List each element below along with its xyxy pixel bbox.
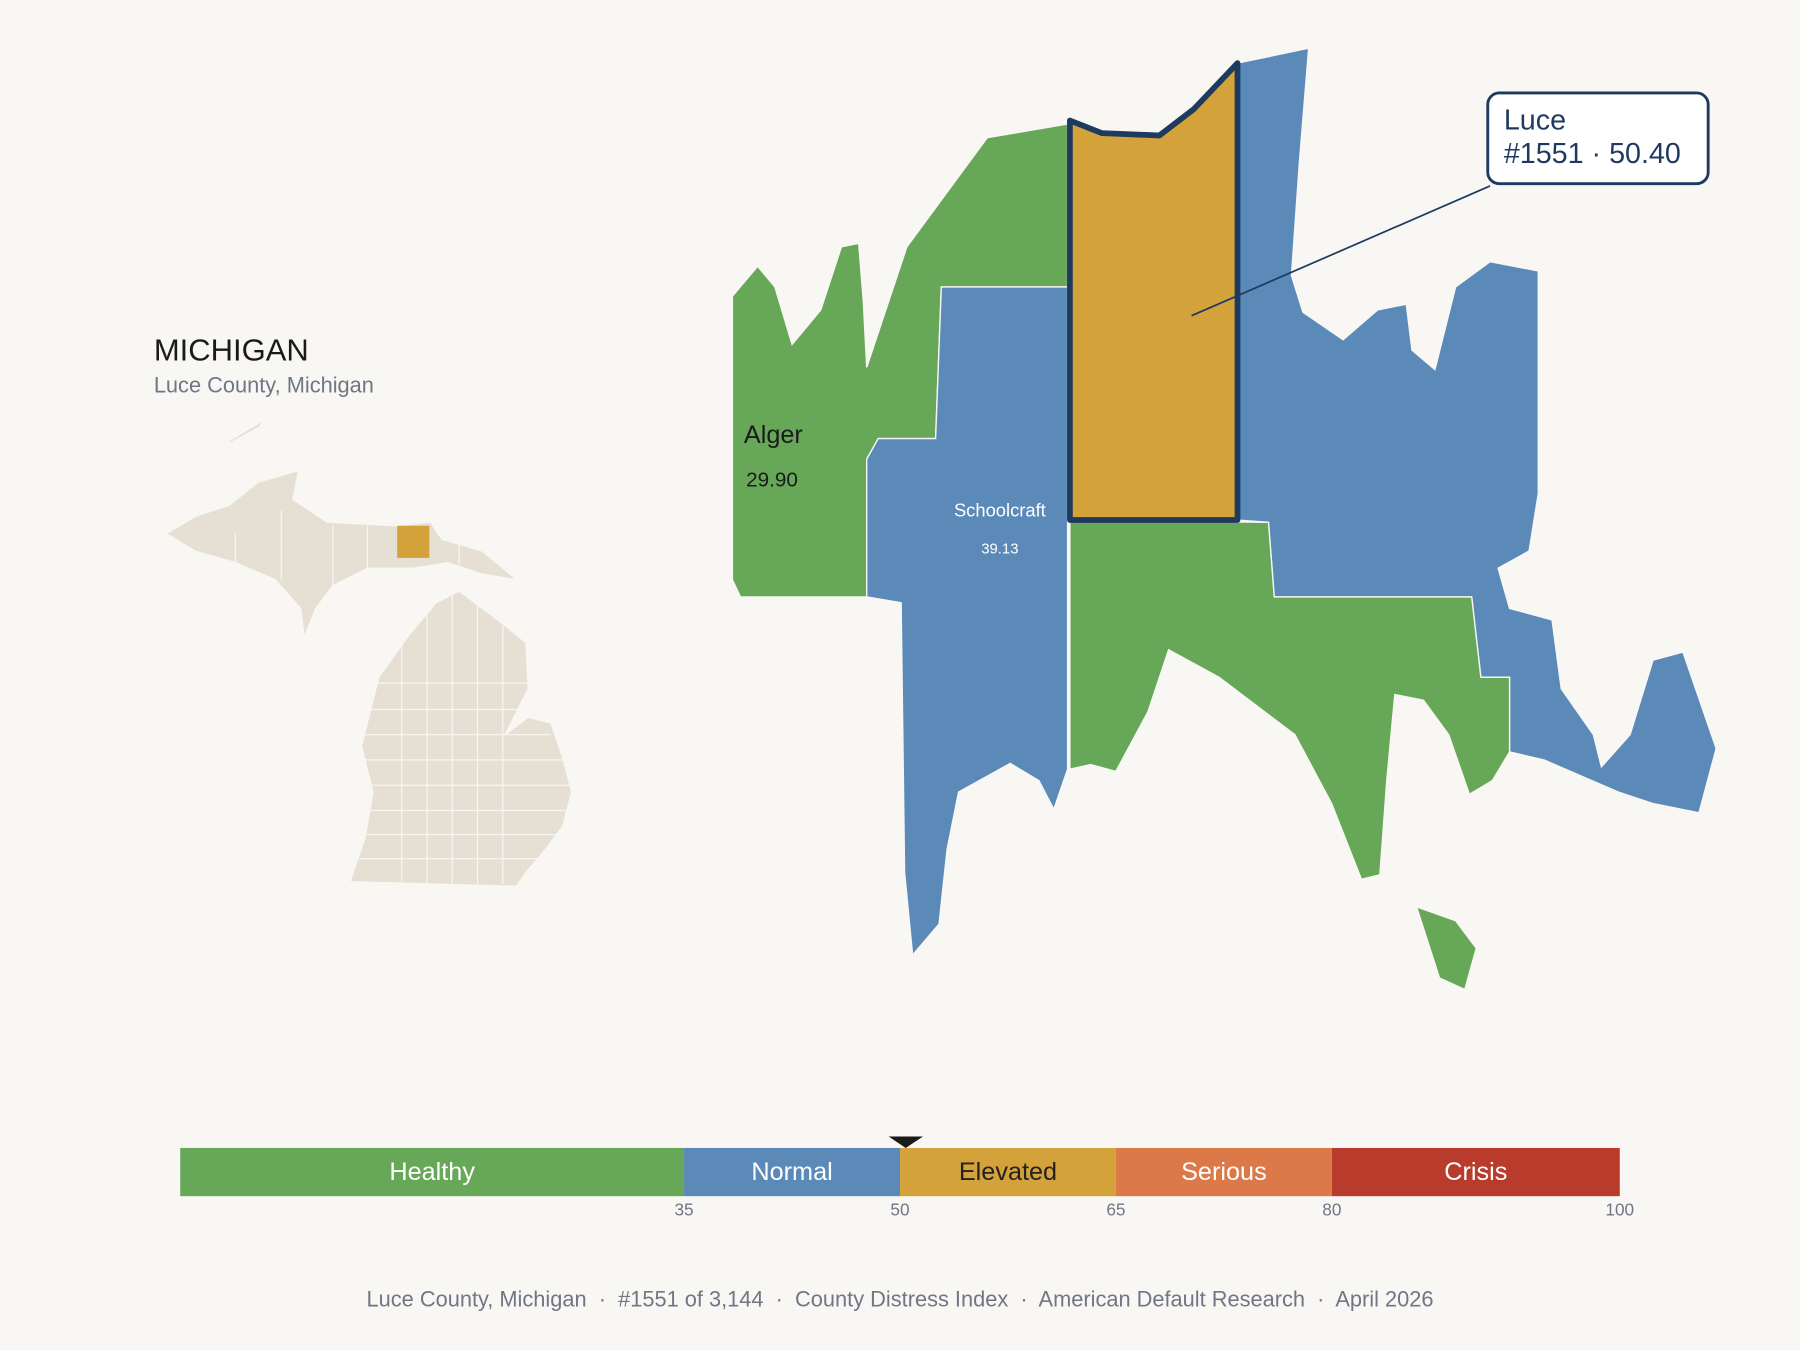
band-label: Healthy [389, 1158, 475, 1186]
county-map [731, 47, 1717, 991]
scale-band [180, 1147, 685, 1197]
scale-band [1331, 1147, 1620, 1197]
band-label: Serious [1181, 1158, 1267, 1186]
callout-name: Luce [1504, 105, 1566, 137]
bois-blanc-island [1415, 905, 1478, 991]
upper-peninsula [165, 469, 519, 638]
distress-scale: Healthy Normal Elevated Serious Crisis 35 50 65… [180, 1136, 1634, 1220]
subtitle: Luce County, Michigan [154, 373, 374, 398]
tick-label: 100 [1605, 1200, 1634, 1220]
inset-map [165, 419, 573, 887]
score-marker [888, 1136, 923, 1148]
tick-label: 35 [674, 1200, 693, 1220]
state-title: MICHIGAN [154, 332, 309, 367]
county-score: 29.90 [746, 469, 798, 492]
band-label: Normal [751, 1158, 832, 1186]
county-mackinac [1069, 519, 1511, 881]
footer: Luce County, Michigan · #1551 of 3,144 ·… [367, 1286, 1434, 1311]
scale-band [684, 1147, 900, 1197]
band-label: Elevated [959, 1158, 1057, 1186]
scale-band [900, 1147, 1116, 1197]
county-schoolcraft [866, 286, 1069, 957]
callout-detail: #1551 · 50.40 [1504, 138, 1681, 170]
scale-band [1115, 1147, 1332, 1197]
isle-royale [226, 419, 265, 444]
county-label: Alger [744, 421, 803, 449]
lower-peninsula [349, 590, 573, 887]
callout-box [1486, 91, 1710, 186]
tick-label: 65 [1106, 1200, 1125, 1220]
county-luce [1067, 60, 1241, 523]
band-label: Crisis [1444, 1158, 1507, 1186]
inset-highlight [397, 525, 430, 558]
county-label: Schoolcraft [954, 500, 1046, 521]
tick-label: 50 [890, 1200, 909, 1220]
county-score: 39.13 [981, 540, 1018, 557]
callout-leader [1191, 185, 1491, 317]
tick-label: 80 [1322, 1200, 1341, 1220]
county-grid [234, 510, 572, 884]
